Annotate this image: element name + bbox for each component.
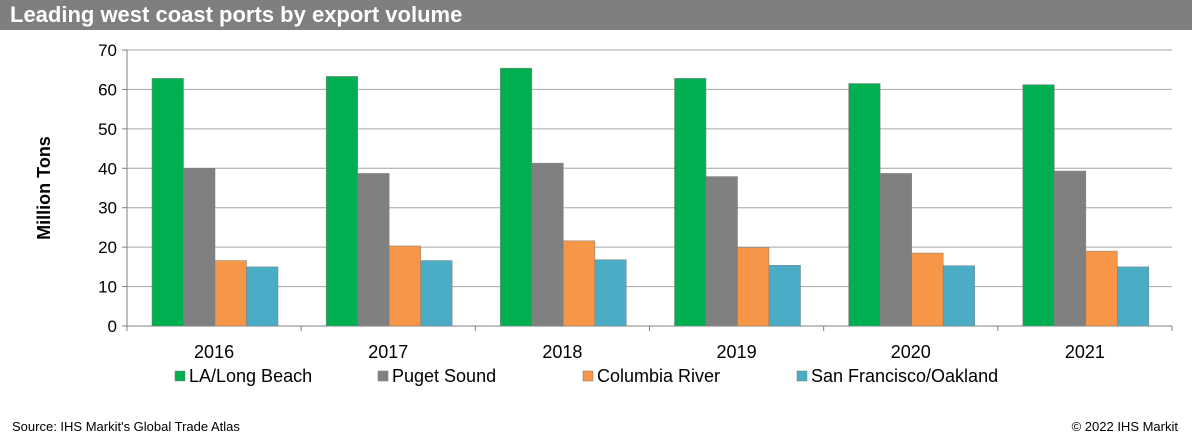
bar [1117,266,1150,327]
y-tick-label: 10 [98,278,117,297]
bar [151,78,184,327]
bar [246,266,279,327]
legend-label: San Francisco/Oakland [811,366,998,386]
x-tick-label: 2018 [542,342,582,362]
bar [768,265,801,327]
bar [848,83,881,327]
x-tick-label: 2016 [194,342,234,362]
bar [325,76,358,327]
bar [183,168,216,327]
bar [500,67,533,327]
bar [214,260,247,327]
bar [594,259,627,327]
copyright-note: © 2022 IHS Markit [1071,419,1178,434]
legend-swatch [796,370,808,382]
bar [737,247,770,327]
bar [1054,170,1087,327]
bar [911,252,944,327]
x-tick-label: 2021 [1065,342,1105,362]
legend-swatch [174,370,186,382]
y-tick-label: 0 [108,317,117,336]
legend-label: Columbia River [597,366,720,386]
y-tick-label: 20 [98,238,117,257]
bar [1085,250,1118,327]
y-tick-label: 50 [98,120,117,139]
legend-label: Puget Sound [392,366,496,386]
x-tick-label: 2017 [368,342,408,362]
y-tick-label: 70 [98,41,117,60]
y-tick-label: 60 [98,80,117,99]
title-bar: Leading west coast ports by export volum… [0,0,1192,30]
bar [879,173,912,327]
legend-label: LA/Long Beach [189,366,312,386]
bar [563,240,596,327]
legend-swatch [377,370,389,382]
x-tick-label: 2020 [891,342,931,362]
bar [420,260,453,327]
bar [674,78,707,327]
chart-title: Leading west coast ports by export volum… [10,2,463,27]
y-tick-label: 30 [98,199,117,218]
bar [942,265,975,327]
bar [388,245,421,327]
bar [531,162,564,327]
y-axis-label: Million Tons [34,136,54,240]
bar [705,176,738,327]
bar [357,173,390,327]
y-tick-label: 40 [98,159,117,178]
bar [1022,84,1055,327]
legend-swatch [582,370,594,382]
x-tick-label: 2019 [717,342,757,362]
source-note: Source: IHS Markit's Global Trade Atlas [12,419,240,434]
